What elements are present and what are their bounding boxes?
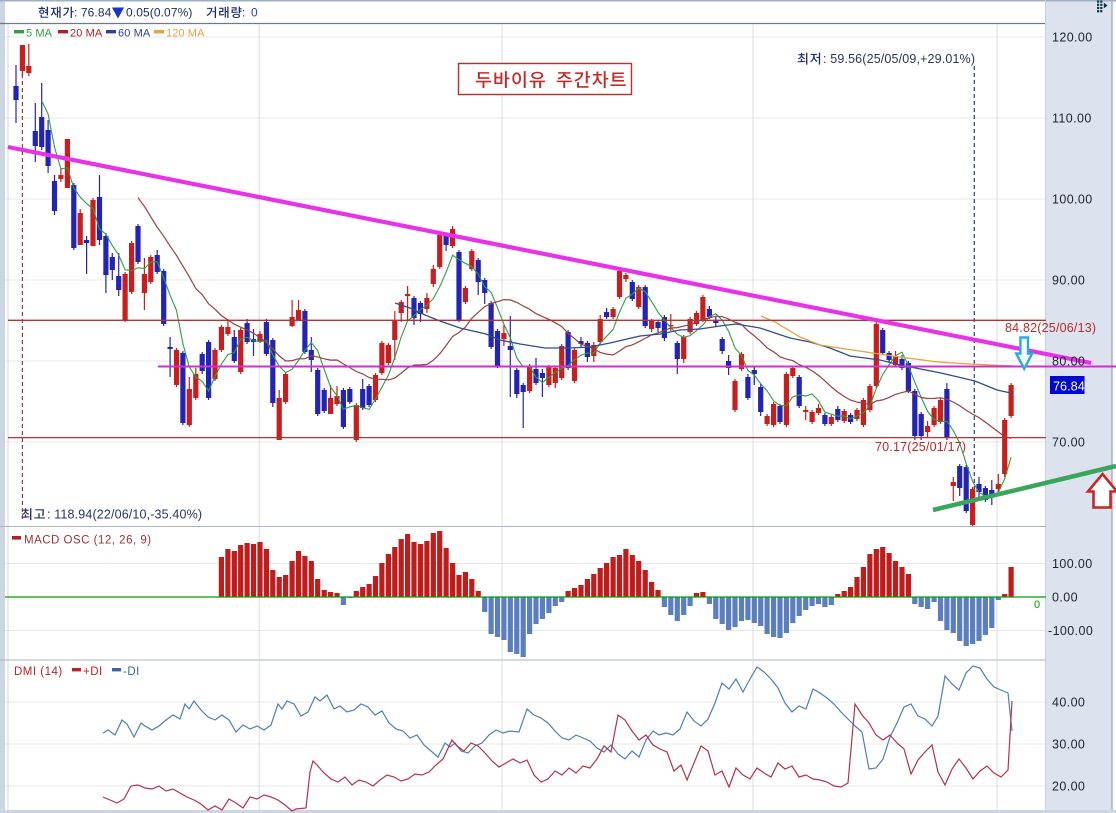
svg-text:DMI (14): DMI (14) [14, 666, 63, 678]
svg-text:-DI: -DI [123, 666, 140, 678]
svg-text:20 MA: 20 MA [70, 28, 103, 40]
svg-text:0: 0 [1034, 599, 1040, 611]
svg-text:120.00: 120.00 [1052, 31, 1093, 45]
svg-text:70.00: 70.00 [1052, 436, 1085, 450]
svg-text:40.00: 40.00 [1052, 696, 1085, 710]
svg-text:: 76.84: : 76.84 [74, 6, 112, 20]
svg-text:-100.00: -100.00 [1048, 624, 1093, 638]
svg-text:+DI: +DI [83, 666, 103, 678]
svg-text:84.82(25/06/13): 84.82(25/06/13) [1005, 321, 1096, 335]
svg-text:60 MA: 60 MA [118, 28, 151, 40]
svg-text:110.00: 110.00 [1052, 112, 1092, 126]
svg-text:: 59.56(25/05/09,+29.01%): : 59.56(25/05/09,+29.01%) [823, 52, 975, 66]
svg-text:80.00: 80.00 [1052, 355, 1085, 369]
svg-text::: : [242, 6, 245, 20]
svg-text:76.84: 76.84 [1053, 380, 1085, 394]
svg-text:: 118.94(22/06/10,-35.40%): : 118.94(22/06/10,-35.40%) [47, 508, 202, 522]
svg-text:90.00: 90.00 [1052, 274, 1085, 288]
svg-text:0.05(0.07%): 0.05(0.07%) [126, 6, 192, 20]
svg-text:0.00: 0.00 [1052, 591, 1078, 605]
svg-text:100.00: 100.00 [1052, 193, 1093, 207]
svg-text:MACD OSC (12, 26, 9): MACD OSC (12, 26, 9) [24, 535, 152, 547]
svg-text:70.17(25/01/17): 70.17(25/01/17) [875, 440, 966, 454]
svg-text:5 MA: 5 MA [26, 28, 53, 40]
svg-text:20.00: 20.00 [1052, 780, 1085, 794]
svg-text:100.00: 100.00 [1052, 557, 1093, 571]
svg-text:0: 0 [251, 6, 258, 20]
svg-text:30.00: 30.00 [1052, 738, 1085, 752]
svg-text:120 MA: 120 MA [166, 28, 205, 40]
